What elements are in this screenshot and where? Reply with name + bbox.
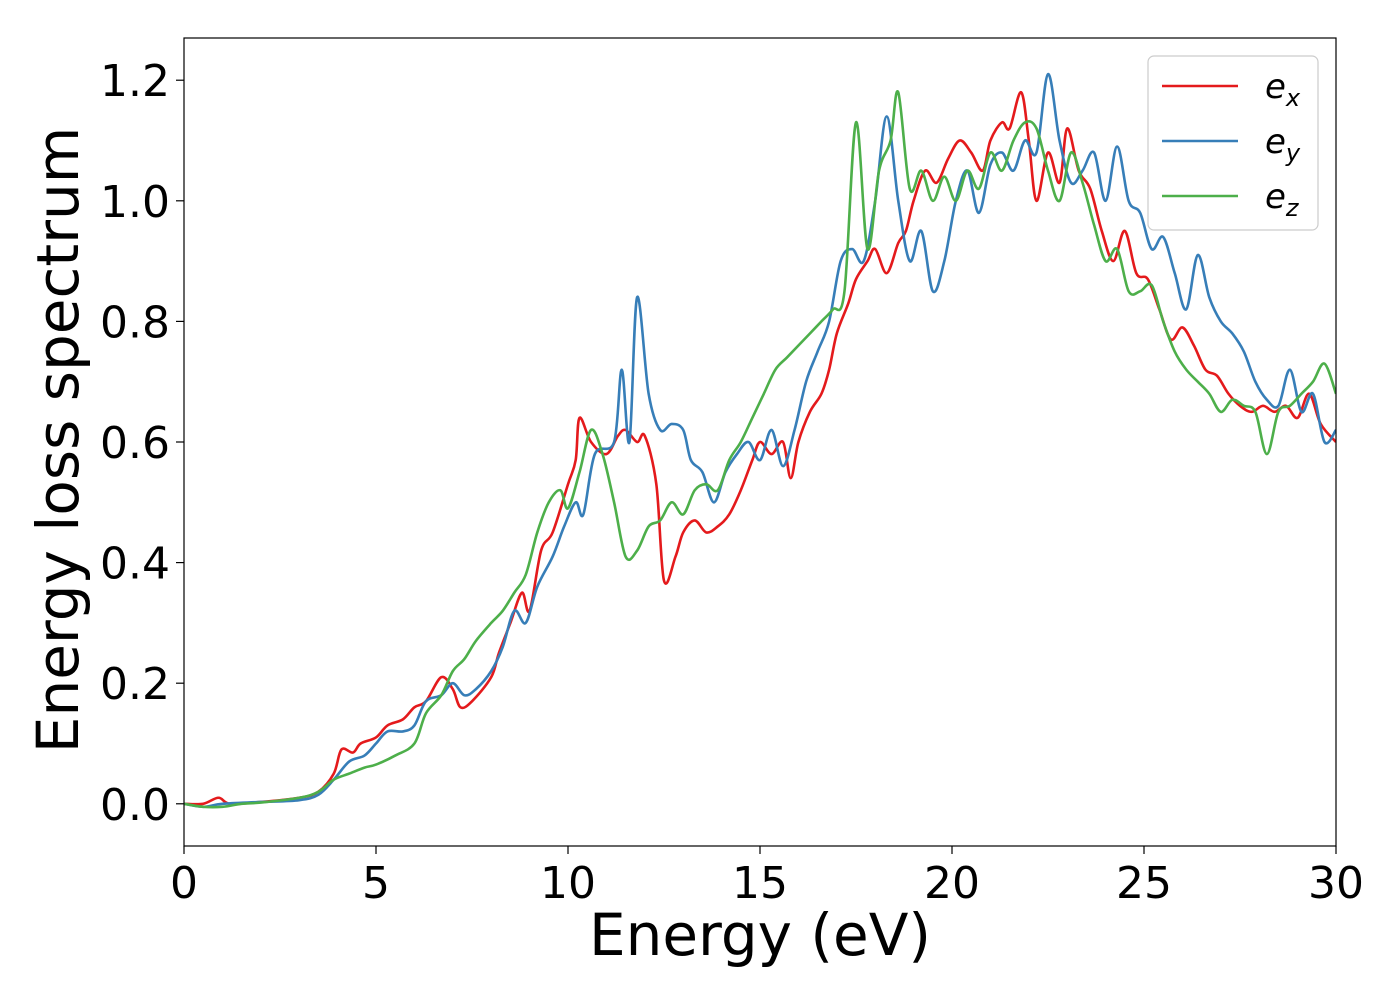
y-axis-title: Energy loss spectrum xyxy=(24,127,92,753)
y-tick-label: 0.6 xyxy=(100,418,170,469)
legend: ex ey ez xyxy=(1147,55,1319,231)
plot-area xyxy=(184,72,1336,809)
legend-label-x: ex xyxy=(1265,67,1301,112)
x-tick-label: 5 xyxy=(362,858,390,909)
y-tick-label: 0.2 xyxy=(100,659,170,710)
x-tick-label: 20 xyxy=(924,858,980,909)
x-tick-label: 15 xyxy=(732,858,788,909)
x-tick-label: 0 xyxy=(170,858,198,909)
legend-label-y: ey xyxy=(1265,122,1301,167)
y-axis: 0.0 0.2 0.4 0.6 0.8 1.0 1.2 xyxy=(100,56,184,831)
y-tick-label: 0.4 xyxy=(100,539,170,590)
x-tick-label: 25 xyxy=(1116,858,1172,909)
legend-box xyxy=(1147,55,1319,231)
y-tick-label: 0.0 xyxy=(100,780,170,831)
y-tick-label: 1.0 xyxy=(100,177,170,228)
x-tick-label: 30 xyxy=(1308,858,1364,909)
legend-label-z: ez xyxy=(1265,177,1300,222)
series-line-e_z xyxy=(184,90,1336,809)
x-axis: 0 5 10 15 20 25 30 xyxy=(170,846,1364,909)
x-tick-label: 10 xyxy=(540,858,596,909)
series-line-e_y xyxy=(184,72,1336,809)
y-tick-label: 0.8 xyxy=(100,297,170,348)
x-axis-title: Energy (eV) xyxy=(589,901,931,969)
y-tick-label: 1.2 xyxy=(100,56,170,107)
